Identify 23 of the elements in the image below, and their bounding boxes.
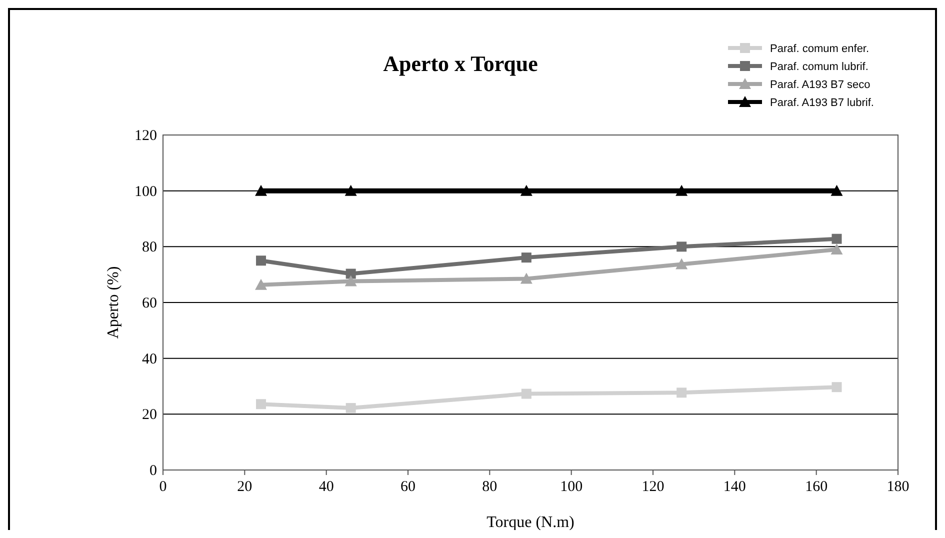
x-tick-label: 140 (723, 479, 746, 495)
x-tick-label: 100 (560, 479, 583, 495)
x-tick-label: 180 (886, 479, 910, 495)
y-axis-title: Aperto (%) (105, 266, 122, 339)
x-tick-label: 0 (159, 479, 167, 495)
x-tick-label: 160 (805, 479, 828, 495)
legend-label: Paraf. comum enfer. (770, 43, 870, 55)
x-tick-label: 120 (642, 479, 664, 495)
chart-title: Aperto x Torque (383, 51, 538, 76)
x-tick-label: 80 (482, 479, 498, 495)
x-tick-label: 20 (237, 479, 252, 495)
y-tick-label: 80 (142, 240, 157, 256)
legend-label: Paraf. comum lubrif. (770, 61, 868, 73)
y-tick-label: 20 (142, 407, 157, 424)
x-tick-label: 60 (400, 479, 416, 495)
y-tick-label: 0 (150, 463, 157, 479)
y-tick-label: 120 (134, 128, 157, 144)
y-tick-label: 100 (134, 184, 157, 200)
y-tick-label: 40 (142, 351, 157, 368)
legend-label: Paraf. A193 B7 seco (770, 79, 870, 91)
x-tick-label: 40 (318, 479, 334, 495)
legend-label: Paraf. A193 B7 lubrif. (770, 97, 874, 109)
y-tick-label: 60 (142, 296, 157, 312)
